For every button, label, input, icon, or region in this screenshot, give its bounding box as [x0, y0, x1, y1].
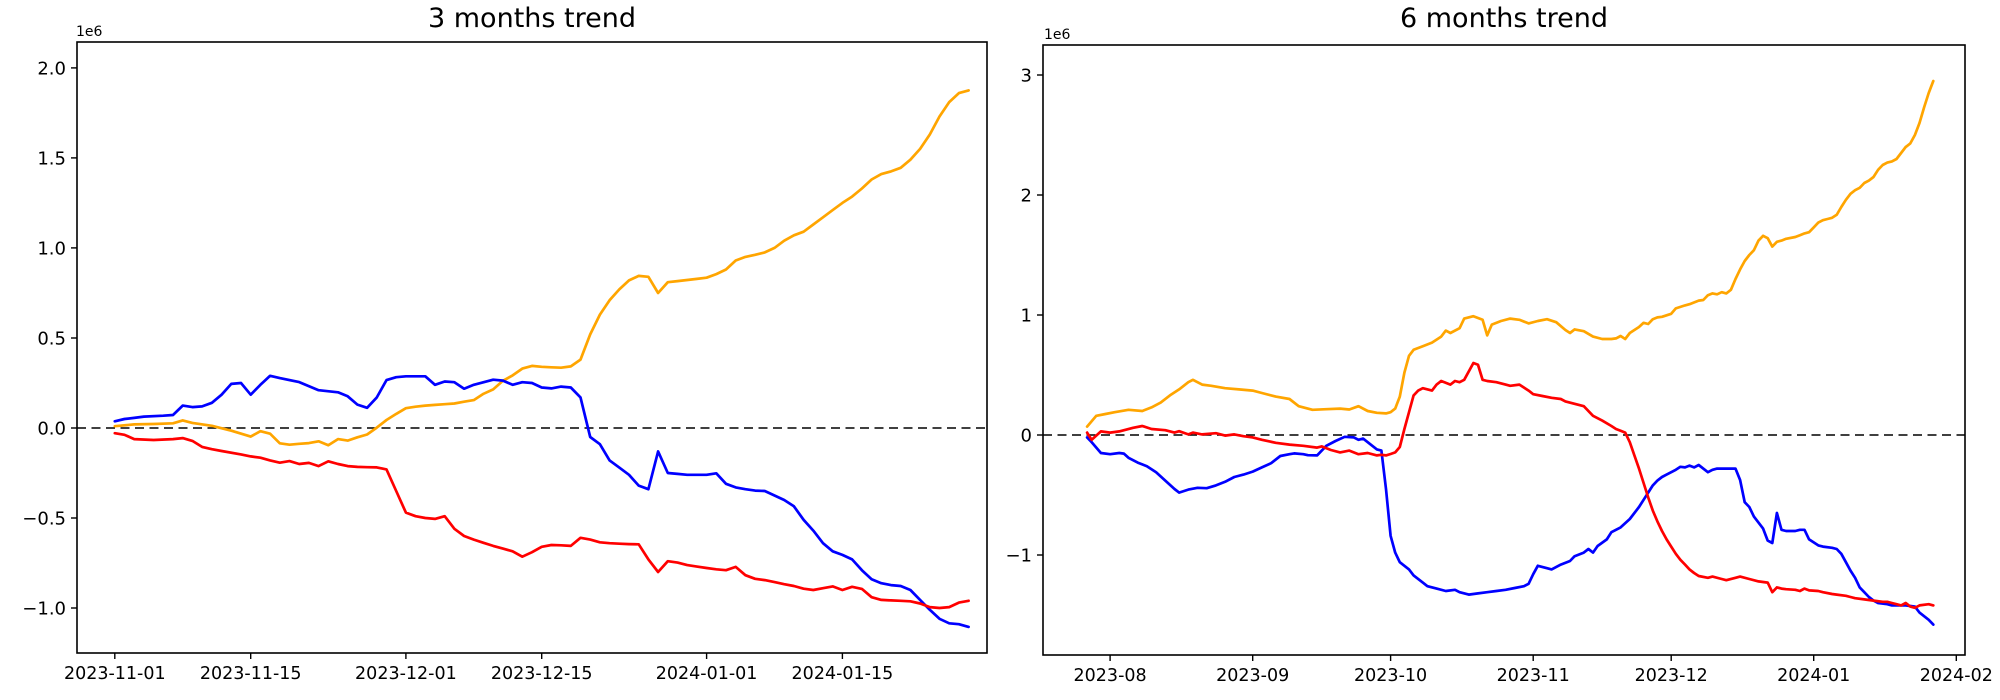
chart-title: 6 months trend: [1400, 3, 1608, 34]
x-tick-label: 2023-12: [1635, 666, 1708, 686]
y-tick-label: 0: [1021, 426, 1032, 447]
series-line-orange: [1085, 79, 1935, 428]
axes-frame: [1042, 44, 1966, 656]
chart-6-months-trend: 6 months trend 1e6 2023-08 2023-09 2023-10…: [1000, 0, 2000, 700]
x-tick-label: 2024-01-15: [792, 664, 894, 684]
chart-3-months-trend: 3 months trend 1e6 2023-11-01 2023-11-15 2…: [22, 3, 988, 684]
x-tick-label: 2023-09: [1216, 666, 1289, 686]
y-tick-label: −0.5: [22, 509, 66, 530]
series-line-red: [113, 431, 970, 610]
plot-3-months-trend: 2023-11-01 2023-11-15 2023-12-01 2023-12-15…: [22, 41, 988, 684]
x-tick-label: 2024-02: [1920, 666, 1993, 686]
x-tick-label: 2023-11: [1497, 666, 1570, 686]
chart-title: 3 months trend: [428, 3, 636, 34]
y-tick-label: 1: [1021, 306, 1032, 327]
x-tick-label: 2024-01: [1777, 666, 1850, 686]
axes-frame: [76, 41, 988, 654]
x-tick-label: 2023-11-01: [64, 664, 166, 684]
y-tick-label: 2: [1021, 186, 1032, 207]
x-tick-label: 2023-08: [1074, 666, 1147, 686]
y-tick-label: −1: [1005, 546, 1032, 567]
y-axis-offset-label: 1e6: [76, 24, 103, 40]
y-tick-label: 0.5: [37, 329, 66, 350]
x-tick-label: 2023-12-15: [491, 664, 593, 684]
series-line-blue: [113, 374, 970, 629]
y-tick-label: −1.0: [22, 599, 66, 620]
y-tick-label: 3: [1021, 66, 1032, 87]
y-tick-label: 1.0: [37, 238, 66, 259]
series-line-orange: [113, 89, 970, 447]
x-tick-label: 2023-10: [1354, 666, 1427, 686]
y-tick-label: 1.5: [37, 148, 66, 169]
y-tick-label: 0.0: [37, 419, 66, 440]
x-tick-label: 2024-01-01: [656, 664, 758, 684]
y-tick-label: 2.0: [37, 58, 66, 79]
x-tick-label: 2023-11-15: [200, 664, 302, 684]
x-tick-label: 2023-12-01: [355, 664, 457, 684]
series-line-blue: [1085, 435, 1935, 626]
series-line-red: [1085, 361, 1935, 610]
y-axis-offset-label: 1e6: [1044, 27, 1071, 43]
plot-6-months-trend: 2023-08 2023-09 2023-10 2023-11 2023-12 2024-…: [1005, 44, 1993, 686]
